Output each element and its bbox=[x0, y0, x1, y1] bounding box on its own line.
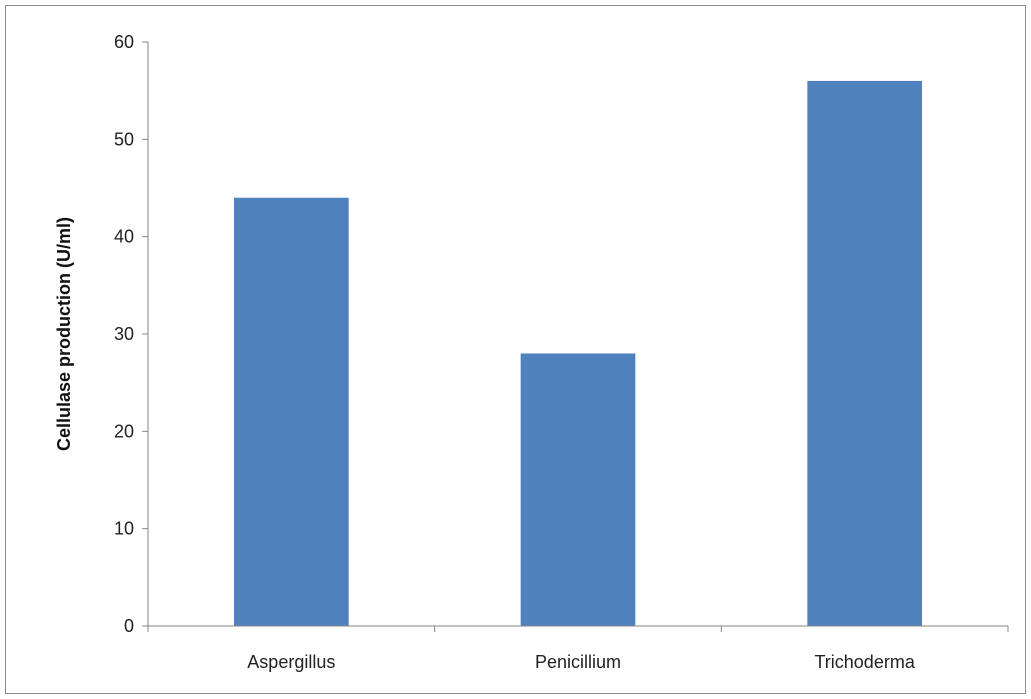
y-axis-ticks: 0 10 20 30 40 50 60 bbox=[114, 32, 148, 636]
y-tick-label: 20 bbox=[114, 421, 134, 441]
y-tick-label: 0 bbox=[124, 616, 134, 636]
x-axis-ticks: Aspergillus Penicillium Trichoderma bbox=[147, 626, 1009, 672]
y-tick-label: 40 bbox=[114, 227, 134, 247]
bar-penicillium bbox=[520, 353, 636, 626]
bar-trichoderma bbox=[807, 80, 922, 626]
bars bbox=[234, 80, 922, 626]
y-axis-title: Cellulase production (U/ml) bbox=[54, 217, 74, 451]
y-tick-label: 10 bbox=[114, 519, 134, 539]
x-tick-label: Trichoderma bbox=[814, 652, 915, 672]
y-tick-label: 60 bbox=[114, 32, 134, 52]
y-tick-label: 30 bbox=[114, 324, 134, 344]
x-tick-label: Aspergillus bbox=[247, 652, 335, 672]
bar-aspergillus bbox=[234, 197, 349, 626]
y-tick-label: 50 bbox=[114, 129, 134, 149]
x-tick-label: Penicillium bbox=[535, 652, 621, 672]
